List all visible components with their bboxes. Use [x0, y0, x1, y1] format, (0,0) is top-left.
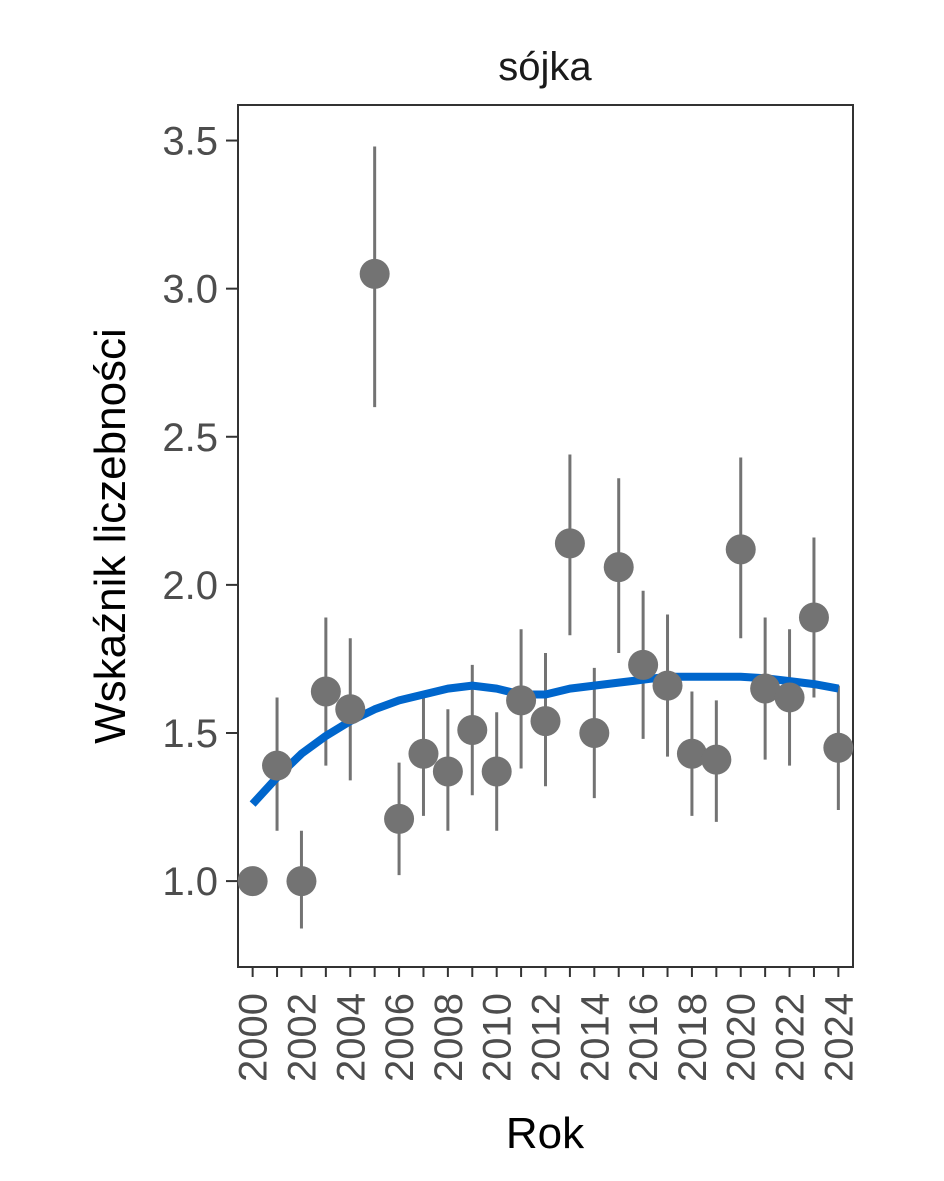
x-tick-label: 2006 [378, 993, 422, 1082]
x-tick-label: 2002 [280, 993, 324, 1082]
data-point [237, 866, 268, 897]
x-axis-title: Rok [506, 1109, 585, 1158]
data-point [335, 694, 366, 725]
y-tick-label: 1.0 [162, 860, 218, 904]
x-tick-label: 2022 [769, 993, 813, 1082]
data-point [701, 744, 732, 775]
data-point [823, 732, 854, 763]
x-tick-label: 2018 [671, 993, 715, 1082]
y-tick-label: 2.5 [162, 416, 218, 460]
data-point [579, 717, 610, 748]
data-point [750, 673, 781, 704]
data-points [237, 258, 854, 897]
x-tick-label: 2010 [476, 993, 520, 1082]
x-axis: 2000 2002 2004 2006 2008 2010 2012 2014 2016 2018… [232, 967, 861, 1082]
data-point [432, 756, 463, 787]
data-point [652, 670, 683, 701]
data-point [676, 738, 707, 769]
data-point [310, 676, 341, 707]
chart-title: sójka [498, 45, 592, 89]
y-tick-label: 3.0 [162, 268, 218, 312]
data-point [628, 649, 659, 680]
x-tick-label: 2020 [720, 993, 764, 1082]
y-tick-label: 3.5 [162, 120, 218, 164]
data-point [408, 738, 439, 769]
data-point [359, 258, 390, 289]
x-tick-label: 2000 [232, 993, 276, 1082]
x-tick-label: 2012 [525, 993, 569, 1082]
x-tick-label: 2014 [573, 993, 617, 1082]
data-point [384, 803, 415, 834]
y-axis-title: Wskaźnik liczebności [86, 328, 135, 744]
y-tick-label: 2.0 [162, 564, 218, 608]
x-tick-label: 2004 [329, 993, 373, 1082]
y-tick-label: 1.5 [162, 712, 218, 756]
data-point [530, 706, 561, 737]
data-point [798, 602, 829, 633]
x-tick-label: 2024 [817, 993, 861, 1082]
data-point [603, 552, 634, 583]
x-tick-label: 2016 [622, 993, 666, 1082]
data-point [725, 534, 756, 565]
data-point [262, 750, 293, 781]
data-point [506, 685, 537, 716]
data-point [774, 682, 805, 713]
plot-panel [237, 104, 854, 968]
x-tick-label: 2008 [427, 993, 471, 1082]
data-point [457, 715, 488, 746]
data-point [481, 756, 512, 787]
y-axis: 1.0 1.5 2.0 2.5 3.0 3.5 [162, 120, 238, 904]
data-point [554, 528, 585, 559]
data-point [286, 866, 317, 897]
